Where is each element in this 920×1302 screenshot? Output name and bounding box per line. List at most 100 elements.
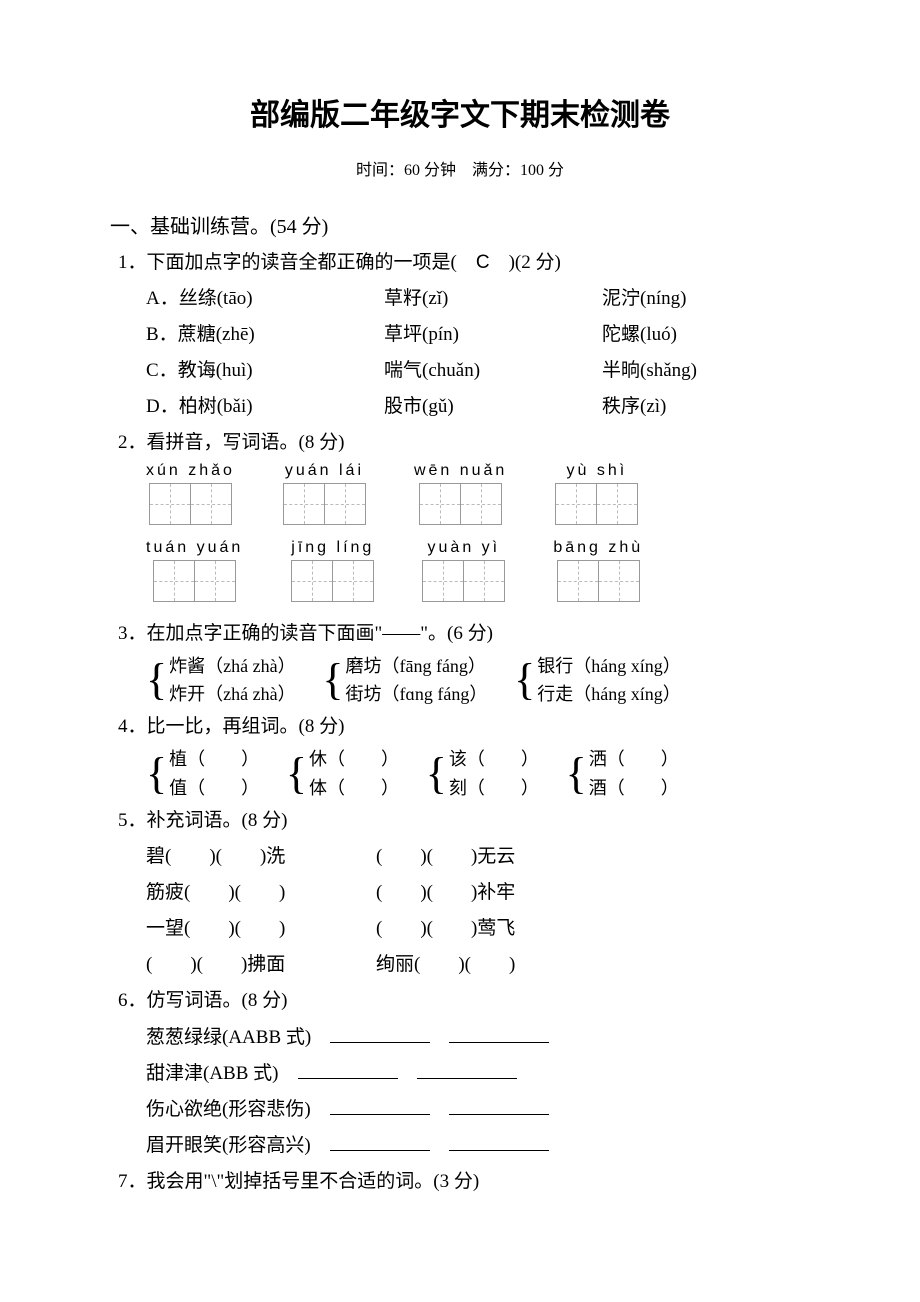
q4-g3a: 该（ ） [449, 745, 539, 774]
q5-l4b: 绚丽( )( ) [376, 954, 515, 975]
q5-l4: ( )( )拂面绚丽( )( ) [110, 947, 810, 983]
q4-g3b: 刻（ ） [449, 774, 539, 803]
brace-icon: { [322, 658, 343, 702]
q6-l2-text: 甜津津(ABB 式) [146, 1063, 278, 1084]
q5-l3: 一望( )( )( )( )莺飞 [110, 911, 810, 947]
pinyin: jīng líng [291, 539, 374, 557]
blank [449, 1095, 549, 1115]
q2-stem: 2．看拼音，写词语。(8 分) [110, 425, 810, 461]
q5-l1a: 碧( )( )洗 [146, 839, 376, 875]
blank [417, 1059, 517, 1079]
optB-c1: 蔗糖(zhē) [178, 324, 255, 345]
optC-c1: 教诲(huì) [178, 360, 253, 381]
pinyin: yuán lái [285, 462, 364, 480]
q6-l2: 甜津津(ABB 式) [110, 1056, 810, 1092]
q1-optA: A．丝绦(tāo) 草籽(zǐ) 泥泞(níng) [110, 281, 810, 317]
q6-l4-text: 眉开眼笑(形容高兴) [146, 1135, 311, 1156]
q6-stem: 6．仿写词语。(8 分) [110, 983, 810, 1019]
optC-c2: 喘气(chuǎn) [384, 353, 554, 389]
q4-g4b: 酒（ ） [589, 774, 679, 803]
q1-optC: C．教诲(huì) 喘气(chuǎn) 半晌(shǎng) [110, 353, 810, 389]
q3-g2b: 街坊（fɑng fáng） [345, 680, 487, 709]
q6-l3-text: 伤心欲绝(形容悲伤) [146, 1099, 311, 1120]
q5-l3a: 一望( )( ) [146, 911, 376, 947]
q1-answer: C [476, 252, 490, 273]
q2-r1-4: yù shì [555, 462, 638, 525]
optC-label: C． [146, 360, 178, 381]
q4-stem: 4．比一比，再组词。(8 分) [110, 709, 810, 745]
q5-l2b: ( )( )补牢 [376, 882, 515, 903]
pinyin: wēn nuǎn [414, 462, 507, 480]
brace-icon: { [426, 752, 447, 796]
page-title: 部编版二年级字文下期末检测卷 [110, 90, 810, 134]
q6-l4: 眉开眼笑(形容高兴) [110, 1128, 810, 1164]
brace-icon: { [286, 752, 307, 796]
q1-stem-b: )(2 分) [490, 252, 561, 273]
optC-c3: 半晌(shǎng) [602, 353, 697, 389]
brace-icon: { [146, 752, 167, 796]
q5-l2: 筋疲( )( )( )( )补牢 [110, 875, 810, 911]
brace-icon: { [514, 658, 535, 702]
optD-c2: 股市(gǔ) [384, 389, 554, 425]
meta-line: 时间：60 分钟 满分：100 分 [110, 156, 810, 180]
q5-l1: 碧( )( )洗( )( )无云 [110, 839, 810, 875]
q3-g3b: 行走（háng xíng） [537, 680, 681, 709]
optD-label: D． [146, 396, 179, 417]
optB-c2: 草坪(pín) [384, 317, 554, 353]
optA-c3: 泥泞(níng) [602, 281, 686, 317]
optB-label: B． [146, 324, 178, 345]
q2-r1-3: wēn nuǎn [414, 462, 507, 525]
q5-l2a: 筋疲( )( ) [146, 875, 376, 911]
q5-l3b: ( )( )莺飞 [376, 918, 515, 939]
blank [330, 1131, 430, 1151]
blank [449, 1131, 549, 1151]
blank [330, 1095, 430, 1115]
q1-optD: D．柏树(bǎi) 股市(gǔ) 秩序(zì) [110, 389, 810, 425]
q4-g1a: 植（ ） [169, 745, 259, 774]
q3-groups: {炸酱（zhá zhà）炸开（zhá zhà） {磨坊（fāng fáng）街坊… [110, 652, 810, 710]
optA-label: A． [146, 288, 179, 309]
brace-icon: { [146, 658, 167, 702]
q2-r2-1: tuán yuán [146, 539, 243, 602]
q6-l1: 葱葱绿绿(AABB 式) [110, 1020, 810, 1056]
blank [449, 1023, 549, 1043]
q2-r2-4: bāng zhù [553, 539, 643, 602]
optD-c1: 柏树(bǎi) [179, 396, 253, 417]
blank [298, 1059, 398, 1079]
brace-icon: { [566, 752, 587, 796]
q4-groups: {植（ ）值（ ） {休（ ）体（ ） {该（ ）刻（ ） {洒（ ）酒（ ） [110, 745, 810, 803]
section-1-heading: 一、基础训练营。(54 分) [110, 210, 810, 239]
q3-g1a: 炸酱（zhá zhà） [169, 652, 295, 681]
q2-r1-2: yuán lái [283, 462, 366, 525]
q5-l4a: ( )( )拂面 [146, 947, 376, 983]
q2-row1: xún zhǎo yuán lái wēn nuǎn yù shì [110, 462, 810, 525]
q6-l3: 伤心欲绝(形容悲伤) [110, 1092, 810, 1128]
q2-r2-3: yuàn yì [422, 539, 505, 602]
optB-c3: 陀螺(luó) [602, 317, 677, 353]
q2-r2-2: jīng líng [291, 539, 374, 602]
q1-stem: 1．下面加点字的读音全都正确的一项是( C )(2 分) [110, 245, 810, 281]
blank [330, 1023, 430, 1043]
pinyin: xún zhǎo [146, 462, 235, 480]
q1-stem-a: 1．下面加点字的读音全都正确的一项是( [118, 252, 476, 273]
q4-g4a: 洒（ ） [589, 745, 679, 774]
q2-r1-1: xún zhǎo [146, 462, 235, 525]
q7-stem: 7．我会用"\"划掉括号里不合适的词。(3 分) [110, 1164, 810, 1200]
q3-g3a: 银行（háng xíng） [537, 652, 681, 681]
q1-optB: B．蔗糖(zhē) 草坪(pín) 陀螺(luó) [110, 317, 810, 353]
q2-row2: tuán yuán jīng líng yuàn yì bāng zhù [110, 539, 810, 602]
pinyin: yuàn yì [428, 539, 501, 557]
optA-c1: 丝绦(tāo) [179, 288, 253, 309]
q4-g1b: 值（ ） [169, 774, 259, 803]
q4-g2b: 体（ ） [309, 774, 399, 803]
q5-stem: 5．补充词语。(8 分) [110, 803, 810, 839]
q3-g1b: 炸开（zhá zhà） [169, 680, 295, 709]
optA-c2: 草籽(zǐ) [384, 281, 554, 317]
pinyin: bāng zhù [553, 539, 643, 557]
pinyin: yù shì [566, 462, 627, 480]
q4-g2a: 休（ ） [309, 745, 399, 774]
optD-c3: 秩序(zì) [602, 389, 666, 425]
pinyin: tuán yuán [146, 539, 243, 557]
q3-g2a: 磨坊（fāng fáng） [345, 652, 487, 681]
q5-l1b: ( )( )无云 [376, 846, 515, 867]
